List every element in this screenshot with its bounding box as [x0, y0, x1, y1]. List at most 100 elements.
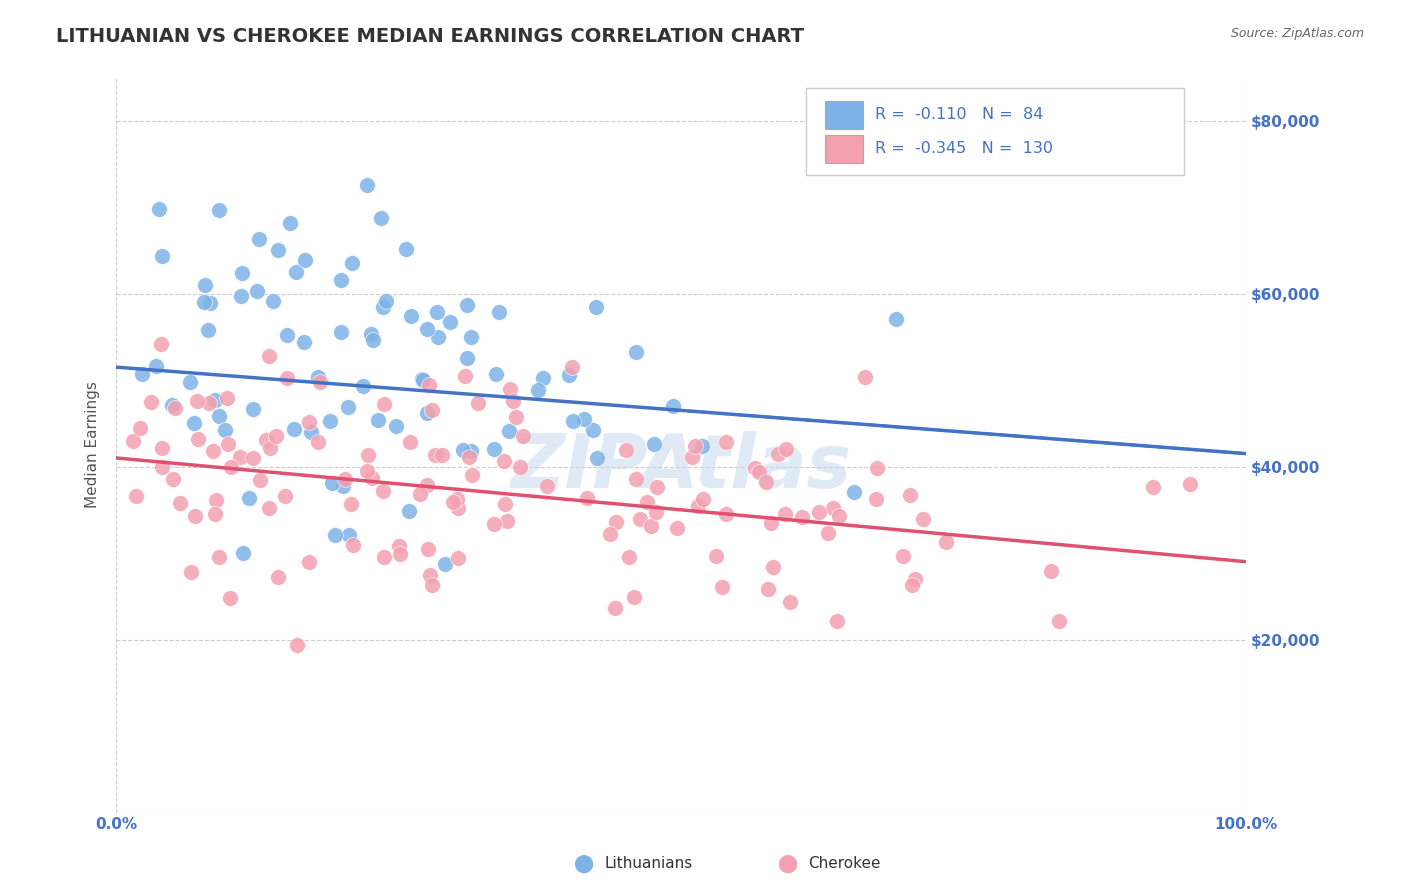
- Text: Source: ZipAtlas.com: Source: ZipAtlas.com: [1230, 27, 1364, 40]
- Point: [257, 349, 280, 363]
- Point: [214, 423, 236, 437]
- Point: [329, 326, 352, 340]
- Point: [198, 396, 221, 410]
- Point: [494, 454, 516, 468]
- Point: [242, 451, 264, 466]
- Point: [139, 395, 162, 409]
- Y-axis label: Median Earnings: Median Earnings: [86, 382, 100, 508]
- Point: [231, 266, 253, 280]
- Point: [409, 487, 432, 501]
- Point: [162, 472, 184, 486]
- Point: [217, 391, 239, 405]
- Point: [418, 541, 440, 556]
- Point: [756, 582, 779, 596]
- Point: [194, 278, 217, 293]
- Point: [714, 507, 737, 521]
- Point: [352, 379, 374, 393]
- Point: [205, 493, 228, 508]
- Point: [505, 409, 527, 424]
- Point: [441, 494, 464, 508]
- Point: [333, 472, 356, 486]
- Point: [821, 501, 844, 516]
- Point: [149, 336, 172, 351]
- Point: [748, 466, 770, 480]
- Point: [129, 421, 152, 435]
- Point: [454, 368, 477, 383]
- Point: [624, 472, 647, 486]
- Point: [307, 434, 329, 449]
- Point: [447, 501, 470, 516]
- Point: [935, 535, 957, 549]
- Point: [643, 437, 665, 451]
- FancyBboxPatch shape: [806, 88, 1184, 175]
- Point: [416, 477, 439, 491]
- Point: [259, 500, 281, 515]
- Point: [582, 423, 605, 437]
- Point: [488, 304, 510, 318]
- Point: [278, 216, 301, 230]
- Text: R =  -0.110   N =  84: R = -0.110 N = 84: [875, 107, 1043, 122]
- Point: [219, 459, 242, 474]
- Point: [447, 550, 470, 565]
- Point: [298, 415, 321, 429]
- Point: [193, 294, 215, 309]
- Point: [865, 492, 887, 507]
- Text: Cherokee: Cherokee: [808, 856, 882, 871]
- Point: [357, 448, 380, 462]
- Point: [430, 448, 453, 462]
- Point: [229, 289, 252, 303]
- Point: [208, 409, 231, 423]
- Point: [572, 412, 595, 426]
- Point: [232, 546, 254, 560]
- Point: [415, 406, 437, 420]
- Point: [298, 555, 321, 569]
- Point: [599, 527, 621, 541]
- Point: [792, 509, 814, 524]
- Point: [285, 638, 308, 652]
- Point: [645, 480, 668, 494]
- Point: [198, 296, 221, 310]
- Point: [1142, 480, 1164, 494]
- Point: [711, 580, 734, 594]
- Point: [204, 507, 226, 521]
- Point: [446, 492, 468, 507]
- Point: [247, 232, 270, 246]
- Point: [323, 527, 346, 541]
- Point: [267, 243, 290, 257]
- Point: [389, 547, 412, 561]
- Point: [761, 560, 783, 574]
- Point: [531, 371, 554, 385]
- Point: [426, 329, 449, 343]
- Point: [332, 479, 354, 493]
- Point: [284, 265, 307, 279]
- Point: [342, 256, 364, 270]
- Point: [461, 468, 484, 483]
- Point: [645, 505, 668, 519]
- Text: LITHUANIAN VS CHEROKEE MEDIAN EARNINGS CORRELATION CHART: LITHUANIAN VS CHEROKEE MEDIAN EARNINGS C…: [56, 27, 804, 45]
- Point: [276, 370, 298, 384]
- Point: [308, 375, 330, 389]
- Point: [399, 434, 422, 449]
- Point: [605, 601, 627, 615]
- Point: [482, 517, 505, 532]
- Point: [292, 335, 315, 350]
- Point: [373, 397, 395, 411]
- Point: [145, 359, 167, 374]
- Point: [614, 442, 637, 457]
- Point: [456, 351, 478, 366]
- Point: [426, 305, 449, 319]
- Point: [398, 504, 420, 518]
- Point: [361, 333, 384, 347]
- Point: [183, 416, 205, 430]
- Point: [456, 297, 478, 311]
- Point: [238, 491, 260, 505]
- Point: [509, 460, 531, 475]
- Text: ZIPAtlas: ZIPAtlas: [510, 431, 852, 504]
- Point: [527, 384, 550, 398]
- Point: [605, 515, 627, 529]
- Point: [356, 178, 378, 193]
- Point: [276, 327, 298, 342]
- Point: [249, 473, 271, 487]
- Point: [704, 549, 727, 563]
- Point: [434, 558, 457, 572]
